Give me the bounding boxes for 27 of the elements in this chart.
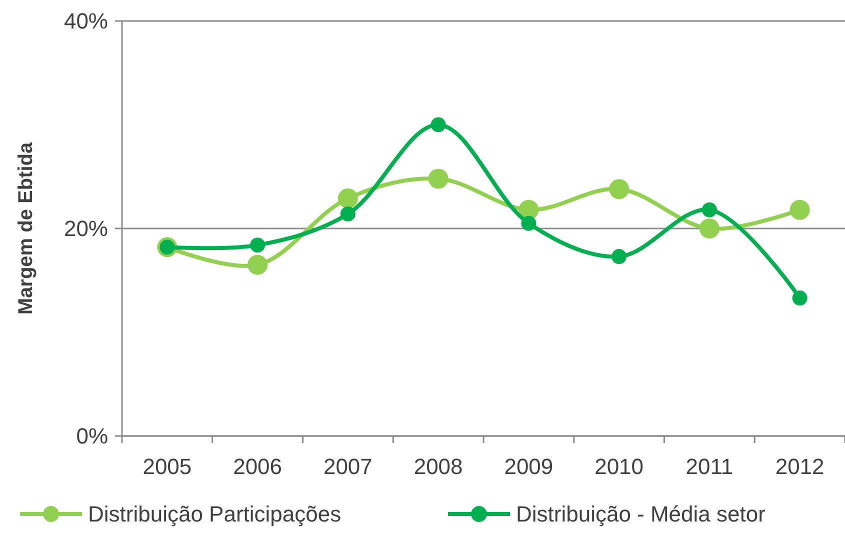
x-tick-label: 2006: [233, 454, 282, 479]
x-tick-label: 2012: [775, 454, 824, 479]
x-tick-label: 2007: [323, 454, 372, 479]
legend-label: Distribuição - Média setor: [516, 502, 766, 527]
point: [340, 206, 356, 222]
point: [609, 179, 630, 200]
x-tick-label: 2008: [414, 454, 463, 479]
point: [338, 188, 358, 208]
x-tick-label: 2011: [686, 454, 734, 479]
point: [699, 218, 720, 238]
legend-label: Distribuição Participações: [88, 502, 342, 527]
point: [792, 290, 808, 306]
x-tick-label: 2005: [142, 454, 192, 479]
point: [521, 216, 536, 231]
point: [248, 254, 268, 275]
point: [250, 238, 266, 253]
y-tick-label: 40%: [64, 8, 108, 34]
y-tick-label: 0%: [76, 424, 108, 449]
y-axis-title: Margem de Ebtida: [15, 142, 37, 315]
point: [428, 168, 448, 189]
point: [702, 202, 717, 218]
x-tick-label: 2010: [594, 454, 644, 479]
point: [790, 200, 810, 220]
x-tick-label: 2009: [504, 454, 554, 479]
y-tick-label: 20%: [64, 216, 108, 242]
point: [430, 117, 446, 132]
point: [612, 249, 627, 264]
